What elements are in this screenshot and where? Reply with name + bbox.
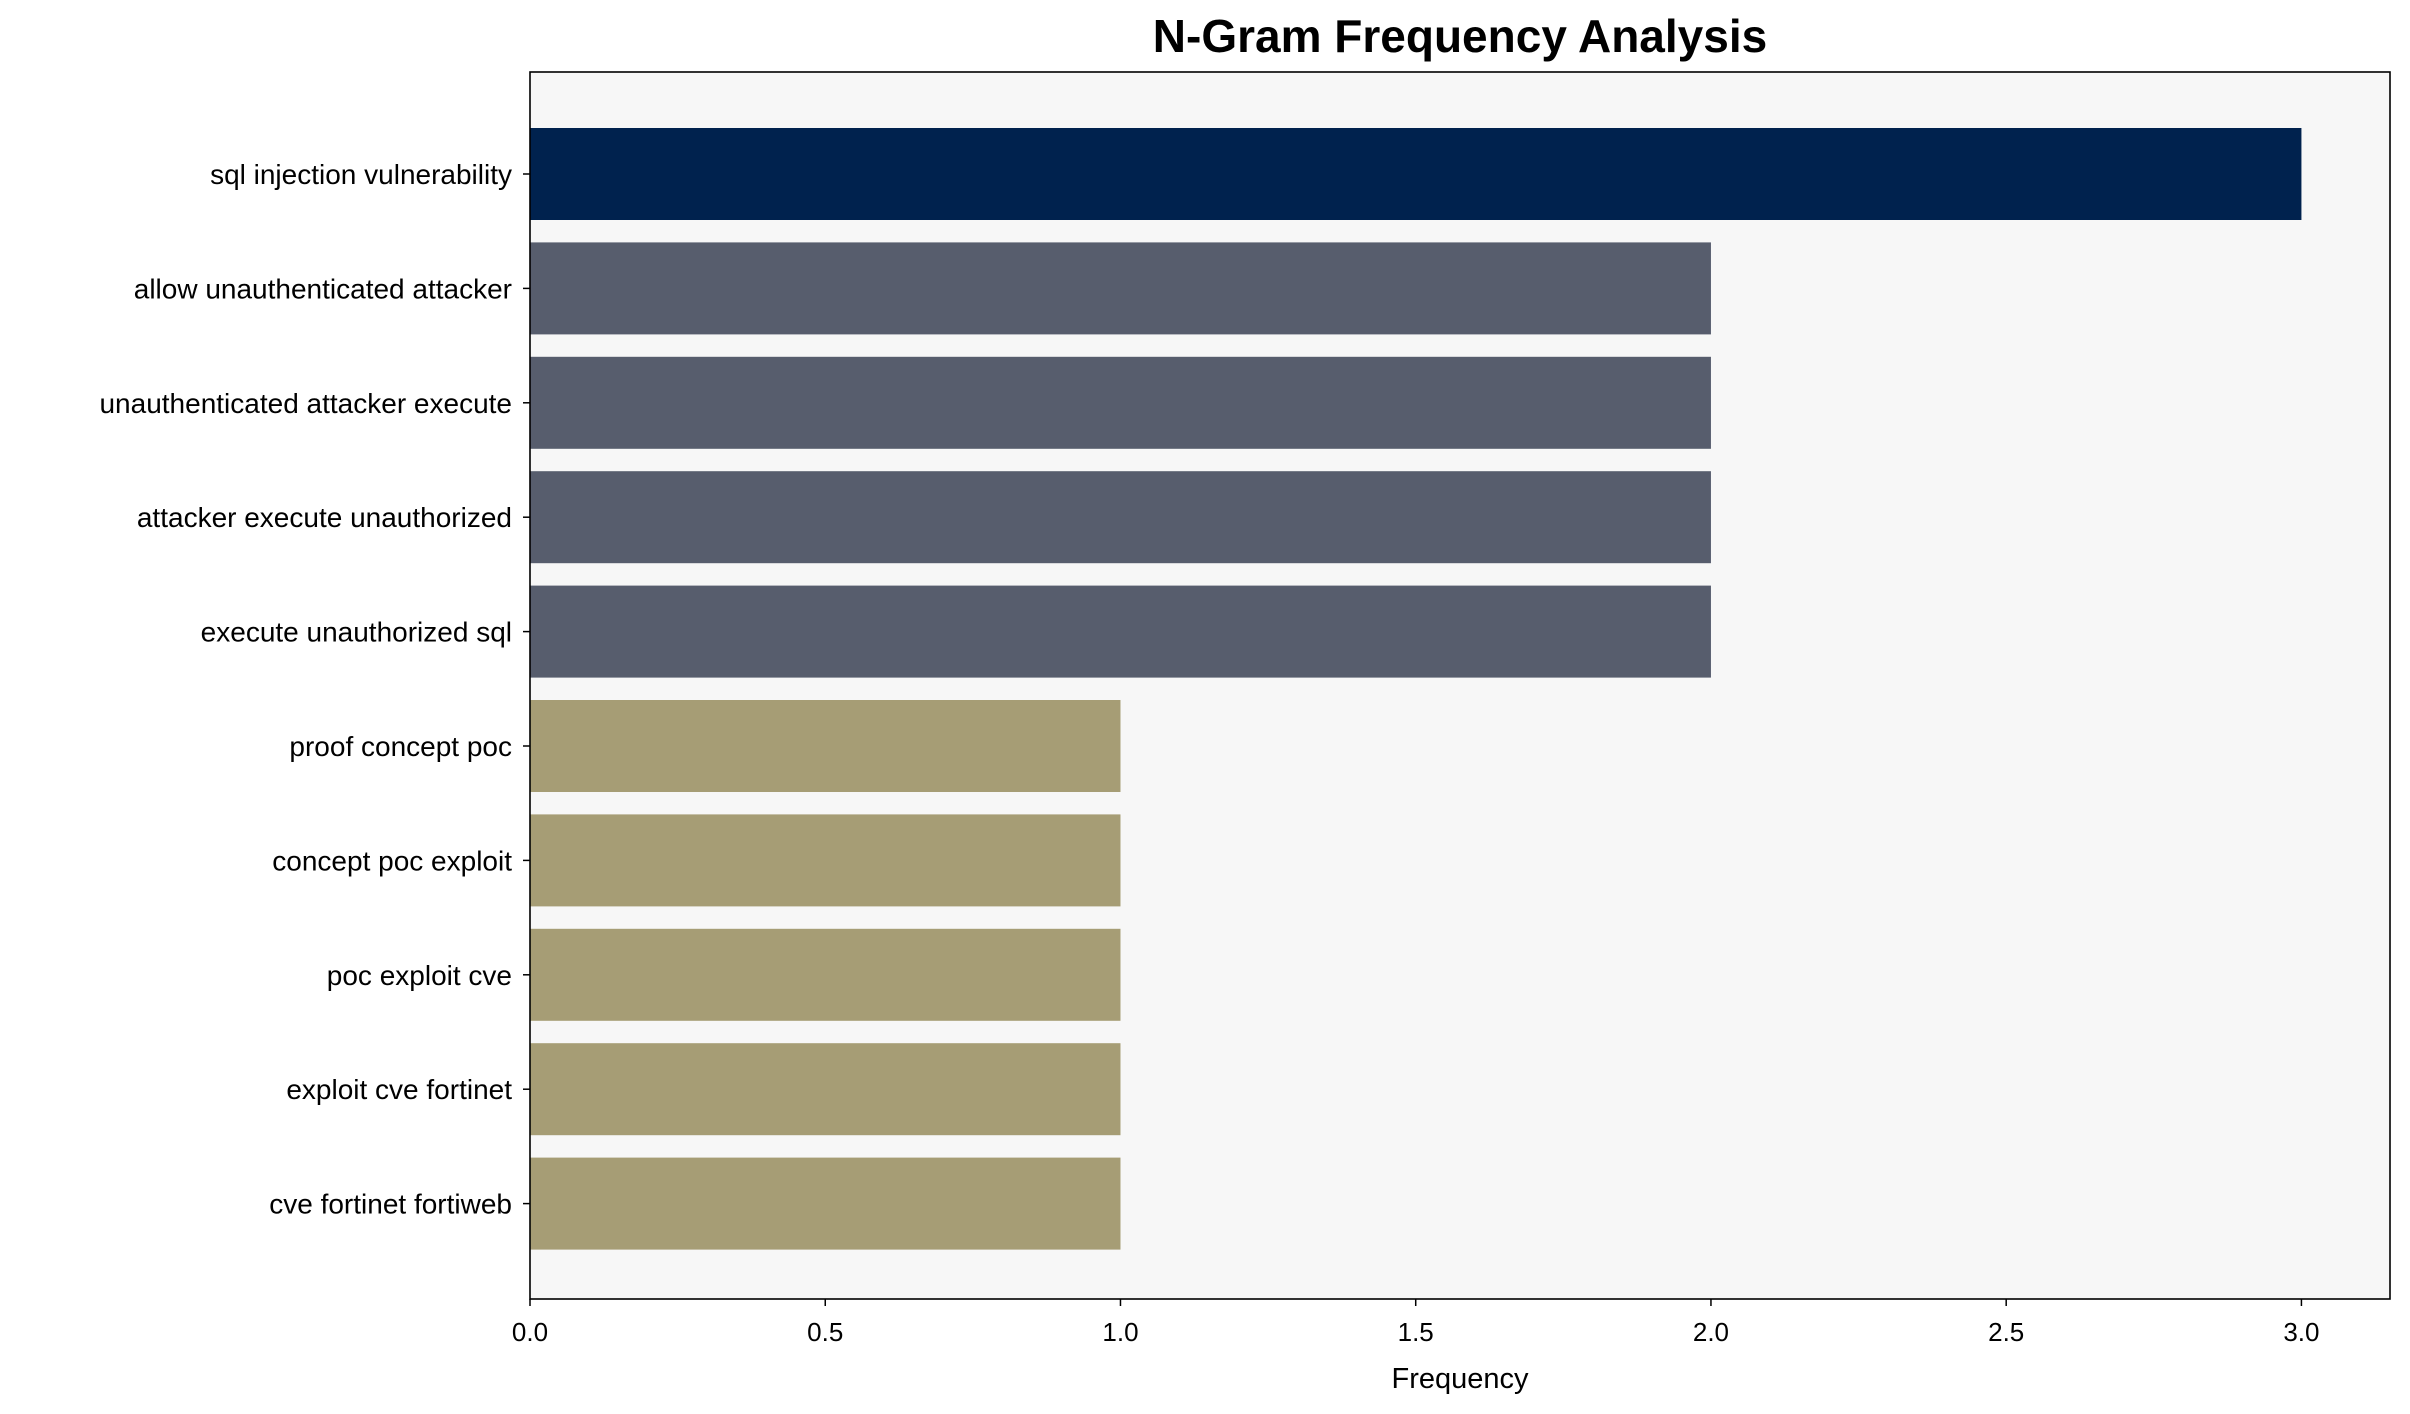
bar xyxy=(530,928,1121,1021)
bar xyxy=(530,471,1711,564)
y-tick-label: unauthenticated attacker execute xyxy=(99,388,512,419)
x-tick-label: 1.5 xyxy=(1398,1317,1434,1347)
x-tick-label: 1.0 xyxy=(1102,1317,1138,1347)
bar xyxy=(530,356,1711,449)
bar xyxy=(530,128,2302,220)
y-tick-label: proof concept poc xyxy=(289,731,512,762)
chart-title: N-Gram Frequency Analysis xyxy=(1153,10,1767,62)
x-tick-label: 0.5 xyxy=(807,1317,843,1347)
x-tick-label: 2.5 xyxy=(1988,1317,2024,1347)
y-tick-label: allow unauthenticated attacker xyxy=(134,273,512,304)
y-tick-label: exploit cve fortinet xyxy=(286,1074,512,1105)
bar xyxy=(530,585,1711,678)
bar xyxy=(530,700,1121,792)
y-tick-label: concept poc exploit xyxy=(272,845,512,876)
bar xyxy=(530,1157,1121,1250)
x-axis-label: Frequency xyxy=(1391,1363,1529,1395)
y-tick-label: execute unauthorized sql xyxy=(201,617,512,648)
y-tick-label: cve fortinet fortiweb xyxy=(269,1189,512,1220)
x-tick-label: 2.0 xyxy=(1693,1317,1729,1347)
y-tick-label: attacker execute unauthorized xyxy=(137,502,512,533)
bar xyxy=(530,1043,1121,1136)
x-tick-label: 0.0 xyxy=(512,1317,548,1347)
axes-frame xyxy=(529,71,2391,1300)
x-tick-label: 3.0 xyxy=(2283,1317,2319,1347)
y-tick-label: poc exploit cve xyxy=(327,960,512,991)
y-tick-label: sql injection vulnerability xyxy=(210,159,512,190)
bar xyxy=(530,242,1711,335)
bar xyxy=(530,814,1121,907)
